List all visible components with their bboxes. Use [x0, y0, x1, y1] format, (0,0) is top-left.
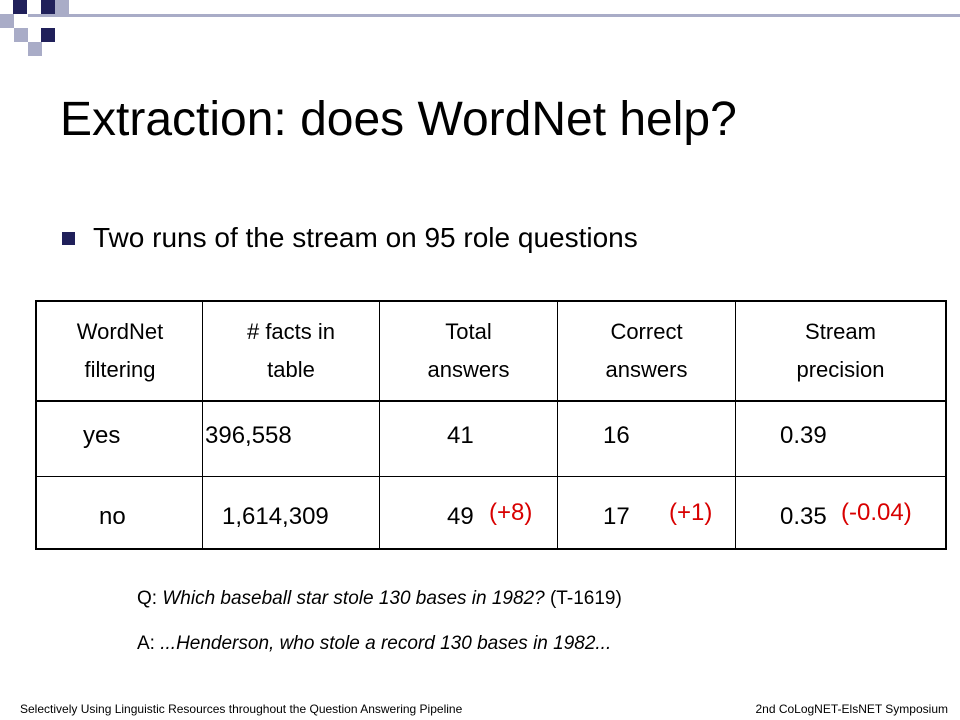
bullet-item: Two runs of the stream on 95 role questi…: [62, 220, 638, 256]
corner-square-dark: [41, 0, 55, 14]
bullet-text: Two runs of the stream on 95 role questi…: [93, 222, 638, 253]
row-no-precision: 0.35: [780, 503, 827, 530]
bullet-square-icon: [62, 231, 75, 245]
header-rule: [28, 14, 960, 17]
header-facts-in-table: # facts in table: [246, 319, 336, 382]
question-prefix: Q:: [137, 588, 158, 609]
row-yes-facts: 396,558: [205, 422, 292, 449]
header-wordnet-filtering: WordNet filtering: [76, 319, 164, 382]
answer-text: ...Henderson, who stole a record 130 bas…: [160, 633, 612, 654]
row-no-correct: 17: [603, 503, 630, 530]
row-yes-correct: 16: [603, 422, 630, 449]
footer-left: Selectively Using Linguistic Resources t…: [20, 702, 463, 716]
row-yes-total: 41: [447, 422, 474, 449]
corner-square-dark: [41, 28, 55, 42]
row-no-facts: 1,614,309: [222, 503, 329, 530]
answer-line: A: ...Henderson, who stole a record 130 …: [137, 633, 611, 655]
slide-title: Extraction: does WordNet help?: [60, 93, 737, 146]
row-no-total: 49: [447, 503, 474, 530]
row-yes-precision: 0.39: [780, 422, 827, 449]
column-divider: [202, 302, 203, 548]
corner-square-dark: [13, 0, 27, 14]
corner-square-light: [55, 0, 69, 14]
answer-prefix: A:: [137, 633, 155, 654]
corner-square-light: [0, 14, 14, 28]
corner-square-light: [28, 42, 42, 56]
row-yes-filtering: yes: [83, 422, 121, 449]
question-text: Which baseball star stole 130 bases in 1…: [162, 588, 545, 609]
question-id: (T-1619): [549, 588, 622, 609]
results-table: WordNet filtering # facts in table Total an…: [35, 300, 947, 550]
header-correct-answers: Correct answers: [605, 319, 688, 382]
column-divider: [557, 302, 558, 548]
row-no-filtering: no: [99, 503, 126, 530]
column-divider: [735, 302, 736, 548]
column-divider: [379, 302, 380, 548]
row-no-precision-delta: (-0.04): [841, 499, 912, 526]
row-divider: [37, 476, 945, 477]
corner-square-light: [14, 28, 28, 42]
row-no-correct-delta: (+1): [669, 499, 713, 526]
row-no-total-delta: (+8): [489, 499, 533, 526]
header-total-answers: Total answers: [427, 319, 510, 382]
header-divider: [37, 400, 945, 402]
footer-right: 2nd CoLogNET-ElsNET Symposium: [755, 702, 948, 716]
header-stream-precision: Stream precision: [796, 319, 885, 382]
question-line: Q: Which baseball star stole 130 bases i…: [137, 588, 622, 610]
